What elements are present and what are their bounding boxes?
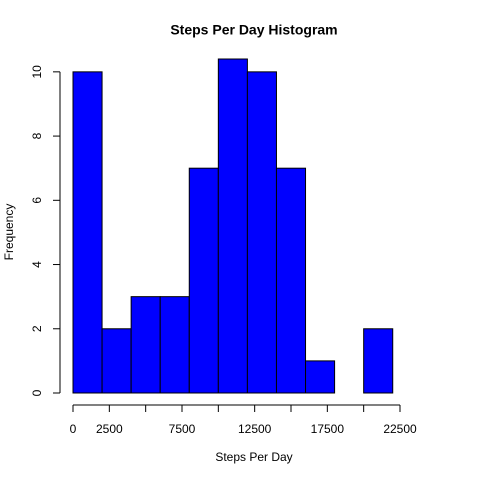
x-tick-label: 0 — [70, 422, 77, 436]
x-tick-label: 2500 — [96, 422, 123, 436]
bar — [363, 328, 394, 394]
x-axis-label: Steps Per Day — [215, 450, 292, 464]
y-tick-label: 2 — [30, 325, 44, 332]
y-tick-label: 6 — [30, 197, 44, 204]
x-tick-label: 17500 — [311, 422, 345, 436]
y-tick-label: 0 — [30, 389, 44, 396]
chart-title: Steps Per Day Histogram — [170, 22, 337, 38]
bar — [217, 58, 248, 394]
y-tick-label: 10 — [30, 65, 44, 79]
bar — [101, 328, 132, 394]
x-tick-label: 22500 — [383, 422, 417, 436]
bar — [159, 296, 190, 394]
bar — [130, 296, 161, 394]
y-axis-label: Frequency — [2, 204, 16, 261]
bar — [188, 167, 219, 394]
bar — [246, 71, 277, 394]
x-tick-label: 12500 — [238, 422, 272, 436]
y-tick-label: 4 — [30, 261, 44, 268]
x-tick-label: 7500 — [169, 422, 196, 436]
bar — [72, 71, 103, 394]
bar — [275, 167, 307, 394]
bar — [305, 360, 336, 394]
y-tick-label: 8 — [30, 132, 44, 139]
